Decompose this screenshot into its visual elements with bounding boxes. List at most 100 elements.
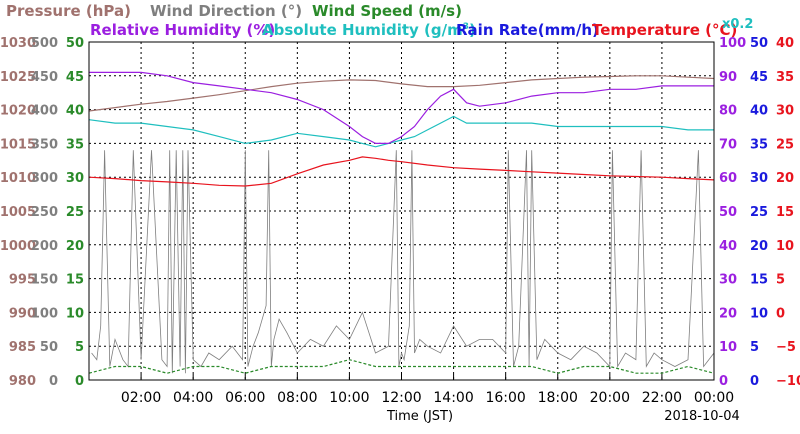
x-tick-label: 06:00 (225, 390, 265, 406)
y-tick-label-rain-rate: 35 (750, 137, 768, 152)
y-tick-label-temperature: 25 (776, 137, 794, 152)
y-tick-label-pressure: 1030 (0, 36, 36, 51)
y-tick-label-wind-direction: 150 (31, 273, 58, 288)
y-tick-label-pressure: 985 (9, 340, 36, 355)
y-tick-label-wind-speed: 25 (66, 205, 84, 220)
y-tick-label-wind-speed: 20 (66, 239, 84, 254)
y-tick-label-wind-direction: 50 (40, 340, 58, 355)
title-absolute-humidity-main: Absolute Humidity (g/m (262, 21, 463, 39)
y-tick-label-pressure: 995 (9, 273, 36, 288)
x-tick-label: 14:00 (433, 390, 473, 406)
x-tick-label: 08:00 (277, 390, 317, 406)
y-tick-label-rain-rate: 0 (750, 374, 759, 389)
title-wind-direction: Wind Direction (°) (150, 2, 302, 20)
title-pressure: Pressure (hPa) (6, 2, 131, 20)
y-tick-label-temperature: 5 (776, 273, 785, 288)
x-tick-label: 10:00 (329, 390, 369, 406)
y-tick-label-pressure: 1005 (0, 205, 36, 220)
x-tick-label: 16:00 (485, 390, 525, 406)
axis-tick-labels: 02:00 04:00 06:00 08:00 10:00 12:00 14:00 16:00… (0, 36, 800, 406)
y-tick-label-temperature: −10 (776, 374, 800, 389)
title-rain-rate: Rain Rate(mm/h) (456, 21, 599, 39)
y-tick-label-temperature: 30 (776, 104, 794, 119)
y-tick-label-relative-humidity: 60 (719, 171, 737, 186)
y-tick-label-pressure: 1010 (0, 171, 36, 186)
y-tick-label-temperature: 10 (776, 239, 794, 254)
y-tick-label-wind-direction: 100 (31, 306, 58, 321)
series-lines (88, 71, 715, 374)
title-relative-humidity: Relative Humidity (%) (90, 21, 275, 39)
x-tick-label: 04:00 (173, 390, 213, 406)
y-tick-label-wind-speed: 10 (66, 306, 84, 321)
y-tick-label-relative-humidity: 70 (719, 137, 737, 152)
series-absolute (88, 115, 714, 148)
y-tick-label-wind-speed: 50 (66, 36, 84, 51)
y-tick-label-wind-speed: 15 (66, 273, 84, 288)
y-tick-label-rain-rate: 40 (750, 104, 768, 119)
x-tick-label: 20:00 (590, 390, 630, 406)
series-temperature (88, 156, 715, 187)
y-tick-label-relative-humidity: 0 (719, 374, 728, 389)
title-absolute-humidity: Absolute Humidity (g/m3) (262, 21, 476, 39)
y-tick-label-pressure: 1015 (0, 137, 36, 152)
y-tick-label-wind-direction: 400 (31, 104, 58, 119)
y-tick-label-rain-rate: 20 (750, 239, 768, 254)
title-absolute-humidity-sup: 3 (463, 22, 469, 32)
y-tick-label-relative-humidity: 50 (719, 205, 737, 220)
y-tick-label-wind-direction: 250 (31, 205, 58, 220)
title-absolute-humidity-close: ) (469, 21, 476, 39)
y-tick-label-rain-rate: 30 (750, 171, 768, 186)
y-tick-label-pressure: 980 (9, 374, 36, 389)
title-temperature: Temperature (°C) (592, 21, 737, 39)
y-tick-label-pressure: 1000 (0, 239, 36, 254)
y-tick-label-wind-direction: 350 (31, 137, 58, 152)
y-tick-label-pressure: 990 (9, 306, 36, 321)
y-tick-label-temperature: 40 (776, 36, 794, 51)
y-tick-label-wind-speed: 45 (66, 70, 84, 85)
y-tick-label-relative-humidity: 30 (719, 273, 737, 288)
y-tick-label-temperature: 20 (776, 171, 794, 186)
y-tick-label-relative-humidity: 80 (719, 104, 737, 119)
y-tick-label-relative-humidity: 100 (719, 36, 746, 51)
y-tick-label-rain-rate: 45 (750, 70, 768, 85)
series-pressure (88, 75, 715, 112)
y-tick-label-rain-rate: 15 (750, 273, 768, 288)
y-tick-label-relative-humidity: 40 (719, 239, 737, 254)
y-tick-label-rain-rate: 5 (750, 340, 759, 355)
y-tick-label-wind-direction: 300 (31, 171, 58, 186)
y-tick-label-pressure: 1020 (0, 104, 36, 119)
x-tick-label: 00:00 (694, 390, 734, 406)
date-label: 2018-10-04 (664, 409, 740, 424)
y-tick-label-relative-humidity: 10 (719, 340, 737, 355)
x-tick-label: 02:00 (121, 390, 161, 406)
title-absolute-humidity-scale: x0.2 (722, 17, 753, 32)
y-tick-label-rain-rate: 25 (750, 205, 768, 220)
y-tick-label-rain-rate: 10 (750, 306, 768, 321)
x-tick-label: 18:00 (538, 390, 578, 406)
series-wind-direction (91, 150, 715, 374)
series-wind-speed (88, 359, 715, 374)
series-relative (89, 71, 714, 144)
y-tick-label-wind-direction: 450 (31, 70, 58, 85)
y-tick-label-wind-speed: 0 (75, 374, 84, 389)
y-tick-label-temperature: −5 (776, 340, 796, 355)
y-tick-label-temperature: 35 (776, 70, 794, 85)
y-tick-label-pressure: 1025 (0, 70, 36, 85)
y-tick-label-wind-speed: 5 (75, 340, 84, 355)
x-tick-label: 22:00 (642, 390, 682, 406)
y-tick-label-rain-rate: 50 (750, 36, 768, 51)
title-wind-speed: Wind Speed (m/s) (312, 2, 462, 20)
grid (89, 42, 715, 380)
x-axis-label: Time (JST) (386, 409, 453, 424)
y-tick-label-wind-speed: 40 (66, 104, 84, 119)
y-tick-label-wind-direction: 200 (31, 239, 58, 254)
x-tick-label: 12:00 (381, 390, 421, 406)
y-tick-label-wind-direction: 500 (31, 36, 58, 51)
plot-frame (88, 41, 715, 381)
y-tick-label-wind-speed: 35 (66, 137, 84, 152)
y-tick-label-wind-speed: 30 (66, 171, 84, 186)
y-tick-label-temperature: 15 (776, 205, 794, 220)
y-tick-label-temperature: 0 (776, 306, 785, 321)
y-tick-label-relative-humidity: 90 (719, 70, 737, 85)
